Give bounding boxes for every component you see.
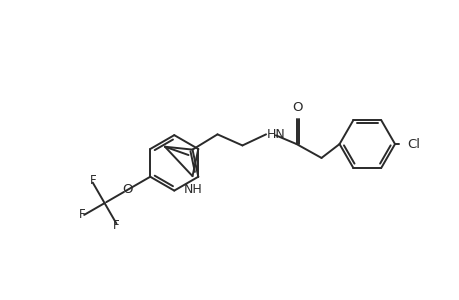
Text: O: O (122, 183, 132, 196)
Text: F: F (90, 174, 96, 187)
Text: O: O (291, 101, 302, 114)
Text: HN: HN (267, 128, 285, 141)
Text: Cl: Cl (406, 138, 419, 151)
Text: F: F (78, 208, 85, 221)
Text: F: F (113, 219, 119, 232)
Text: NH: NH (184, 183, 202, 196)
